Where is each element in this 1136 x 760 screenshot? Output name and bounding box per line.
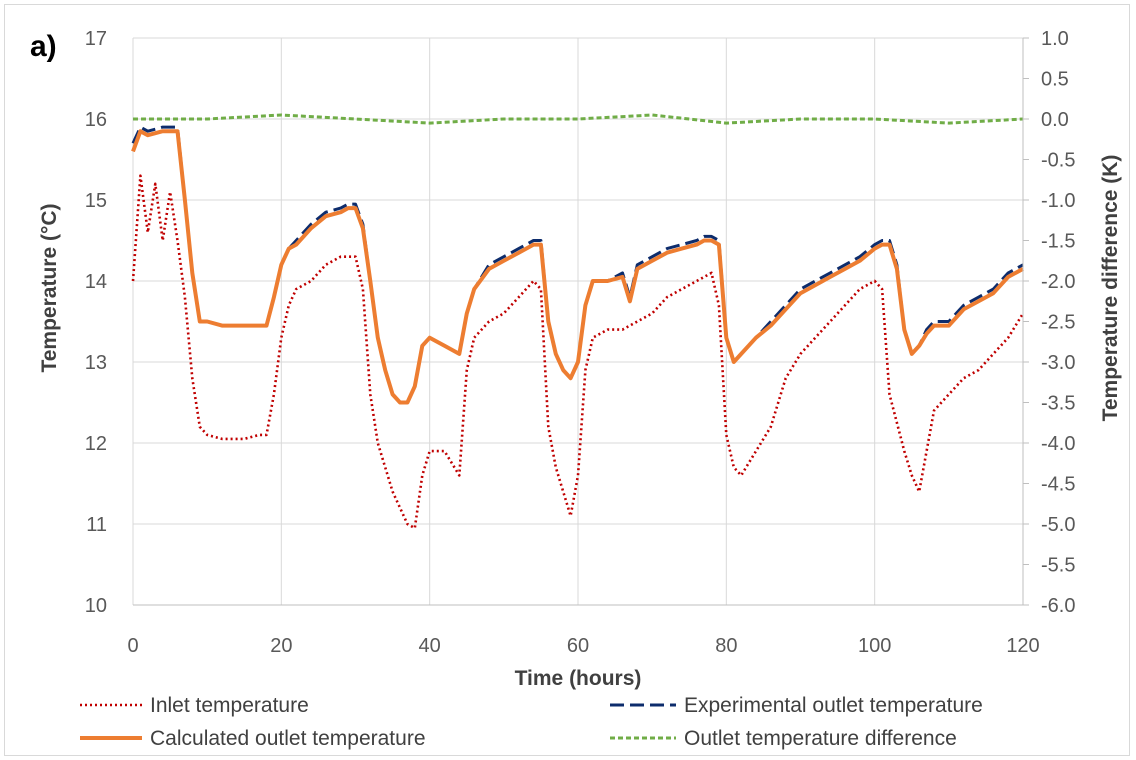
y2-tick-label: -6.0 <box>1041 595 1075 617</box>
y2-tick-label: -4.5 <box>1041 474 1075 496</box>
y2-tick-label: -4.0 <box>1041 433 1075 455</box>
legend: Inlet temperature Experimental outlet tem… <box>80 694 983 750</box>
x-tick-label: 60 <box>567 635 589 657</box>
y-axis-title: Temperature (°C) <box>38 203 61 372</box>
y2-tick-label: 0.5 <box>1041 69 1069 91</box>
legend-label: Experimental outlet temperature <box>684 694 983 717</box>
legend-label: Outlet temperature difference <box>684 727 957 750</box>
y-tick-label: 12 <box>85 433 107 455</box>
x-tick-label: 80 <box>715 635 737 657</box>
plot-series <box>131 113 1025 530</box>
y2-tick-label: 0.0 <box>1041 109 1069 131</box>
y-tick-label: 10 <box>85 595 107 617</box>
y2-tick-label: -1.0 <box>1041 190 1075 212</box>
y2-tick-label: -3.5 <box>1041 393 1075 415</box>
panel-label: a) <box>30 30 57 63</box>
y2-tick-label: 1.0 <box>1041 28 1069 50</box>
y-tick-label: 17 <box>85 28 107 50</box>
y-tick-label: 14 <box>85 271 107 293</box>
axes: 10 11 12 13 14 15 16 17 0 20 40 60 80 100 120-6.0 -5.5 -… <box>85 28 1076 657</box>
y2-tick-label: -0.5 <box>1041 150 1075 172</box>
y2-tick-label: -3.0 <box>1041 352 1075 374</box>
x-tick-label: 120 <box>1006 635 1039 657</box>
x-tick-label: 0 <box>127 635 138 657</box>
chart-frame <box>4 4 1130 756</box>
y2-tick-label: -1.5 <box>1041 231 1075 253</box>
legend-label: Calculated outlet temperature <box>150 727 426 750</box>
y2-tick-label: -5.0 <box>1041 514 1075 536</box>
y2-tick-label: -2.0 <box>1041 271 1075 293</box>
y-tick-label: 11 <box>86 514 107 536</box>
legend-label: Inlet temperature <box>150 694 309 717</box>
x-tick-label: 20 <box>270 635 292 657</box>
y2-tick-label: -5.5 <box>1041 555 1075 577</box>
series-line-outlet-temperature-difference <box>133 113 1024 125</box>
series-line-calculated-outlet-temperature <box>131 129 1024 405</box>
series-line-inlet-temperature <box>131 174 1025 530</box>
x-axis-title: Time (hours) <box>515 667 642 690</box>
y-tick-label: 13 <box>85 352 107 374</box>
x-tick-label: 40 <box>419 635 441 657</box>
y-tick-label: 16 <box>85 109 107 131</box>
y2-axis-title: Temperature difference (K) <box>1099 155 1122 422</box>
x-tick-label: 100 <box>858 635 891 657</box>
y2-tick-label: -2.5 <box>1041 312 1075 334</box>
y-tick-label: 15 <box>85 190 107 212</box>
